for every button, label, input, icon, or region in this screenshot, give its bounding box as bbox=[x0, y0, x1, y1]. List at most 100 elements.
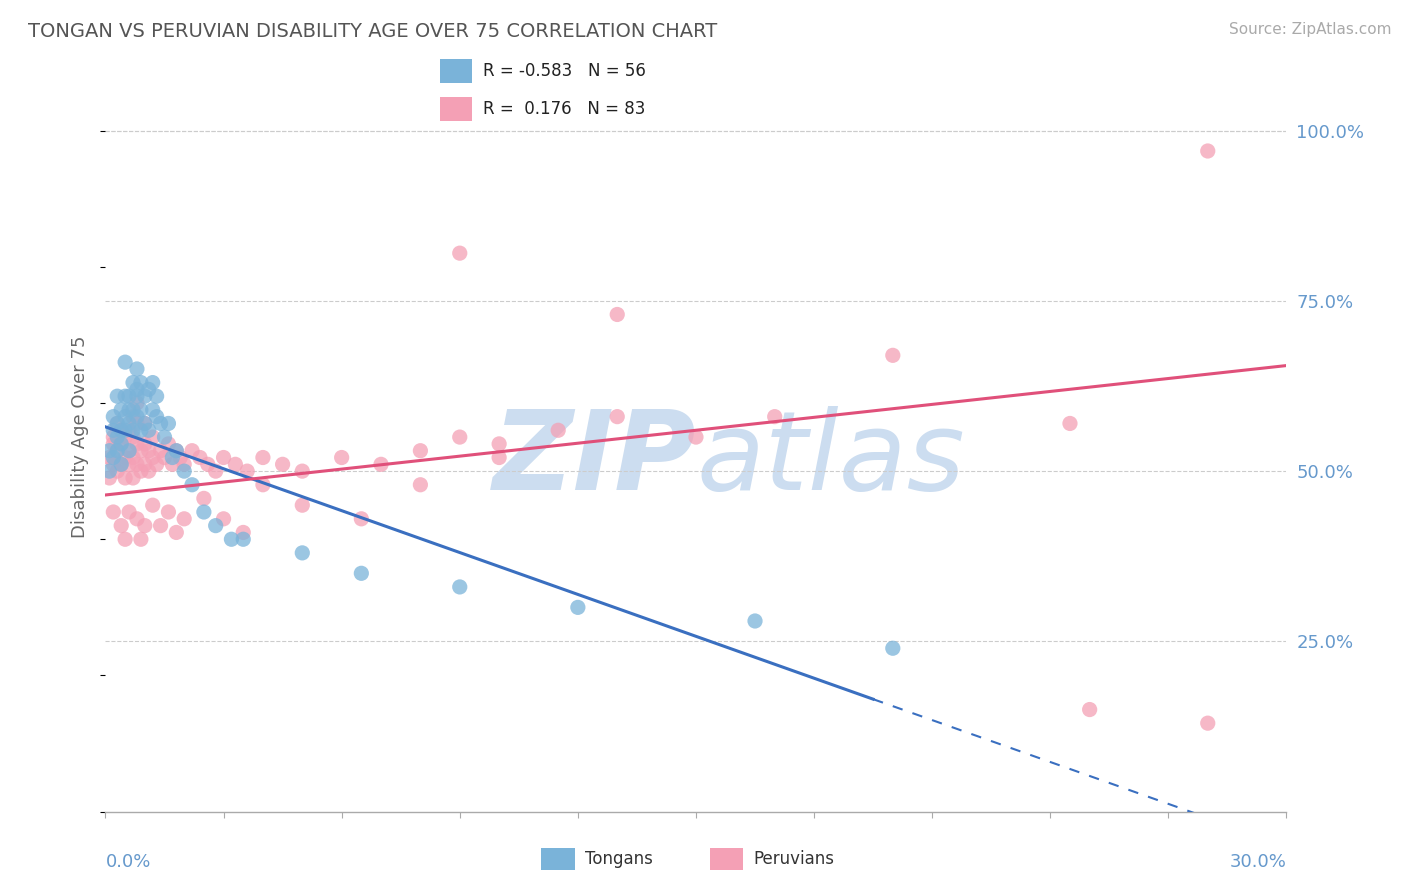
Point bbox=[212, 512, 235, 526]
Point bbox=[138, 443, 160, 458]
Point bbox=[118, 402, 141, 417]
Point bbox=[291, 464, 314, 478]
Bar bbox=[440, 59, 472, 83]
Point bbox=[118, 423, 141, 437]
Point bbox=[165, 525, 187, 540]
Point bbox=[157, 505, 180, 519]
Bar bbox=[541, 847, 575, 870]
Point bbox=[197, 458, 219, 472]
Point bbox=[149, 417, 172, 431]
Point bbox=[105, 464, 128, 478]
Text: R =  0.176   N = 83: R = 0.176 N = 83 bbox=[482, 100, 645, 119]
Point bbox=[125, 396, 148, 410]
Point bbox=[145, 458, 167, 472]
Point bbox=[118, 443, 141, 458]
Point bbox=[105, 443, 128, 458]
Point bbox=[129, 376, 152, 390]
Point bbox=[165, 443, 187, 458]
Point bbox=[173, 458, 195, 472]
Point bbox=[114, 355, 136, 369]
Point bbox=[204, 518, 226, 533]
Point bbox=[685, 430, 707, 444]
Point bbox=[125, 389, 148, 403]
Point bbox=[271, 458, 294, 472]
Point bbox=[122, 450, 145, 465]
Bar bbox=[440, 97, 472, 121]
Point bbox=[125, 362, 148, 376]
Point bbox=[606, 409, 628, 424]
Point bbox=[330, 450, 353, 465]
Point bbox=[882, 348, 904, 362]
Point bbox=[138, 383, 160, 397]
Point bbox=[221, 533, 243, 547]
Point bbox=[409, 477, 432, 491]
Point bbox=[125, 512, 148, 526]
Point bbox=[193, 491, 215, 506]
Point bbox=[110, 437, 132, 451]
Point bbox=[224, 458, 246, 472]
Point bbox=[173, 512, 195, 526]
Point bbox=[98, 464, 121, 478]
Point bbox=[118, 458, 141, 472]
Point bbox=[134, 389, 156, 403]
Point bbox=[105, 389, 128, 403]
Point bbox=[125, 383, 148, 397]
Point bbox=[153, 430, 176, 444]
Point bbox=[252, 477, 274, 491]
Point bbox=[138, 423, 160, 437]
Point bbox=[98, 471, 121, 485]
Point bbox=[118, 443, 141, 458]
Point bbox=[157, 437, 180, 451]
Point bbox=[129, 423, 152, 437]
Text: Peruvians: Peruvians bbox=[754, 849, 835, 868]
Point bbox=[118, 389, 141, 403]
Point bbox=[193, 505, 215, 519]
Text: atlas: atlas bbox=[696, 406, 965, 513]
Point bbox=[488, 437, 510, 451]
Point bbox=[204, 464, 226, 478]
Point bbox=[98, 450, 121, 465]
Point bbox=[212, 450, 235, 465]
Point bbox=[98, 443, 121, 458]
Point bbox=[129, 443, 152, 458]
Point bbox=[232, 533, 254, 547]
Point bbox=[105, 443, 128, 458]
Bar bbox=[710, 847, 744, 870]
Point bbox=[138, 464, 160, 478]
Point bbox=[236, 464, 259, 478]
Point bbox=[169, 450, 191, 465]
Point bbox=[110, 402, 132, 417]
Point bbox=[188, 450, 211, 465]
Point bbox=[103, 450, 125, 465]
Point bbox=[181, 443, 204, 458]
Point bbox=[162, 450, 184, 465]
Text: TONGAN VS PERUVIAN DISABILITY AGE OVER 75 CORRELATION CHART: TONGAN VS PERUVIAN DISABILITY AGE OVER 7… bbox=[28, 22, 717, 41]
Point bbox=[291, 498, 314, 512]
Point bbox=[153, 450, 176, 465]
Point bbox=[125, 458, 148, 472]
Point bbox=[134, 518, 156, 533]
Point bbox=[142, 450, 165, 465]
Point bbox=[122, 423, 145, 437]
Text: 0.0%: 0.0% bbox=[105, 853, 150, 871]
Point bbox=[125, 437, 148, 451]
Point bbox=[103, 458, 125, 472]
Point bbox=[129, 402, 152, 417]
Point bbox=[350, 512, 373, 526]
Point bbox=[134, 437, 156, 451]
Point bbox=[165, 443, 187, 458]
Point bbox=[449, 580, 471, 594]
Point bbox=[114, 471, 136, 485]
Point bbox=[232, 525, 254, 540]
Point bbox=[1197, 144, 1219, 158]
Point bbox=[110, 423, 132, 437]
Point bbox=[142, 430, 165, 444]
Point bbox=[110, 458, 132, 472]
Point bbox=[118, 417, 141, 431]
Point bbox=[567, 600, 589, 615]
Point bbox=[882, 641, 904, 656]
Point bbox=[134, 417, 156, 431]
Point bbox=[129, 533, 152, 547]
Point bbox=[114, 533, 136, 547]
Point bbox=[114, 430, 136, 444]
